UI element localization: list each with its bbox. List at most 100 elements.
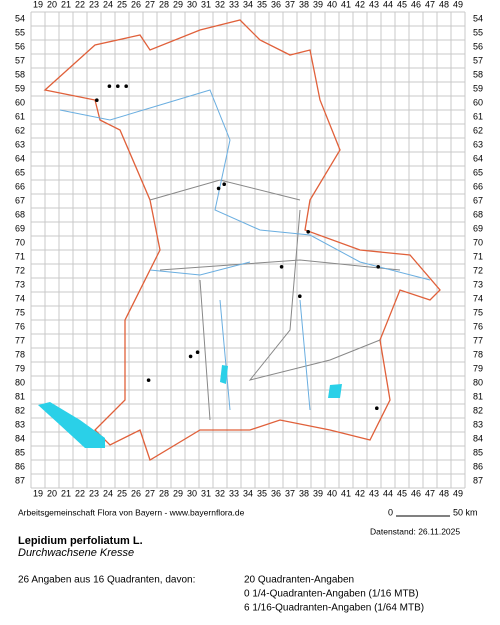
column-label: 19	[33, 488, 43, 498]
occurrence-dot	[375, 406, 379, 411]
row-label: 54	[473, 13, 483, 23]
column-label: 48	[439, 0, 449, 9]
row-label: 64	[473, 153, 483, 163]
column-label: 41	[341, 488, 351, 498]
scale-start: 0	[388, 507, 393, 517]
species: Lepidium perfoliatum L.	[18, 535, 143, 547]
row-label: 58	[15, 69, 25, 79]
row-label: 81	[15, 391, 25, 401]
column-label: 28	[159, 0, 169, 9]
column-label: 36	[271, 488, 281, 498]
column-label: 31	[201, 488, 211, 498]
column-label: 39	[313, 0, 323, 9]
column-label: 19	[33, 0, 43, 9]
row-label: 80	[473, 377, 483, 387]
occurrence-dot	[188, 354, 193, 359]
column-label: 47	[425, 0, 435, 9]
row-label: 65	[473, 167, 483, 177]
occurrence-dot	[195, 350, 200, 355]
row-label: 62	[473, 125, 483, 135]
column-label: 30	[187, 488, 197, 498]
row-label: 66	[15, 181, 25, 191]
column-label: 39	[313, 488, 323, 498]
row-label: 81	[473, 391, 483, 401]
occurrence-dot	[107, 84, 112, 88]
column-label: 25	[117, 0, 127, 9]
occurrence-dot	[222, 182, 226, 186]
row-label: 68	[473, 209, 483, 219]
row-label: 59	[15, 83, 25, 93]
column-label: 43	[369, 488, 379, 498]
column-label: 21	[61, 488, 71, 498]
column-label: 40	[327, 0, 337, 9]
row-label: 57	[473, 55, 483, 65]
district-border	[149, 179, 401, 421]
row-label: 72	[473, 265, 483, 275]
row-label: 78	[473, 349, 483, 359]
column-label: 41	[341, 0, 351, 9]
column-label: 46	[411, 0, 421, 9]
row-label: 71	[15, 251, 25, 261]
points	[95, 84, 381, 411]
occurrence-dot	[279, 265, 284, 269]
occurrence-dot	[376, 265, 381, 269]
row-label: 69	[15, 223, 25, 233]
row-label: 79	[473, 363, 483, 373]
common-name: Durchwachsene Kresse	[18, 547, 134, 559]
row-label: 83	[473, 419, 483, 429]
row-label: 76	[15, 321, 25, 331]
row-label: 57	[15, 55, 25, 65]
row-label: 64	[15, 153, 25, 163]
row-label: 56	[15, 41, 25, 51]
column-label: 42	[355, 488, 365, 498]
row-label: 84	[473, 433, 483, 443]
column-label: 23	[89, 0, 99, 9]
column-label: 20	[47, 0, 57, 9]
column-label: 35	[257, 488, 267, 498]
row-label: 66	[473, 181, 483, 191]
row-label: 77	[15, 335, 25, 345]
column-label: 26	[131, 488, 141, 498]
row-label: 54	[15, 13, 25, 23]
row-label: 55	[473, 27, 483, 37]
occurrence-dot	[124, 84, 128, 88]
row-label: 78	[15, 349, 25, 359]
column-label: 25	[117, 488, 127, 498]
row-label: 87	[15, 475, 25, 485]
row-label: 80	[15, 377, 25, 387]
column-label: 45	[397, 488, 407, 498]
column-label: 29	[173, 488, 183, 498]
occurrence-dot	[95, 98, 99, 102]
column-label: 40	[327, 488, 337, 498]
row-label: 87	[473, 475, 483, 485]
column-label: 32	[215, 0, 225, 9]
detail: 6 1/16-Quadranten-Angaben (1/64 MTB)	[244, 603, 424, 614]
occurrence-dot	[216, 186, 221, 191]
column-label: 49	[453, 488, 463, 498]
column-label: 38	[299, 488, 309, 498]
occurrence-dot	[306, 230, 311, 234]
column-label: 22	[75, 0, 85, 9]
credit: Arbeitsgemeinschaft Flora von Bayern - w…	[18, 507, 245, 517]
column-label: 44	[383, 488, 393, 498]
row-label: 82	[15, 405, 25, 415]
row-label: 69	[473, 223, 483, 233]
column-label: 48	[439, 488, 449, 498]
row-label: 83	[15, 419, 25, 429]
row-label: 85	[15, 447, 25, 457]
column-label: 24	[103, 0, 113, 9]
occurrence-dot	[116, 84, 120, 88]
column-label: 37	[285, 0, 295, 9]
row-label: 59	[473, 83, 483, 93]
column-label: 21	[61, 0, 71, 9]
row-label: 85	[473, 447, 483, 457]
detail: 0 1/4-Quadranten-Angaben (1/16 MTB)	[244, 589, 419, 600]
grid: 19 19 20 20 21 21 22 22 23 23 24 24 25 25 26 26 27 27 28 28…	[15, 0, 483, 498]
row-label: 77	[473, 335, 483, 345]
row-label: 63	[15, 139, 25, 149]
scale-end: 50 km	[453, 507, 478, 517]
column-label: 34	[243, 0, 253, 9]
column-label: 33	[229, 0, 239, 9]
